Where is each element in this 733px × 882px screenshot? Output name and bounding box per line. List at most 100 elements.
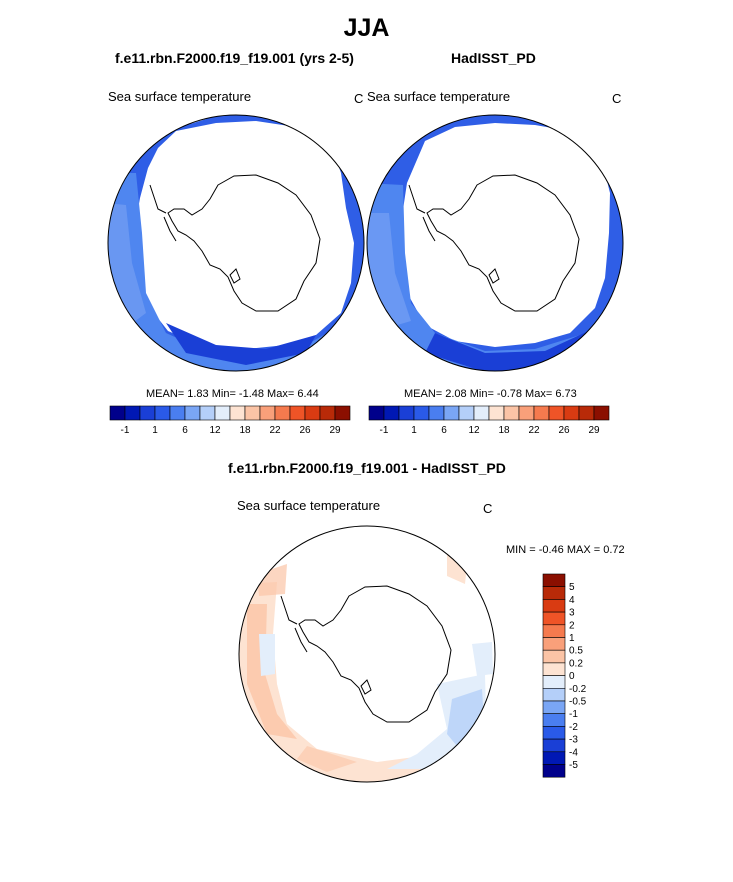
colorbar-swatch <box>169 405 186 421</box>
colorbar-swatch <box>229 405 246 421</box>
panel-2-units: C <box>612 91 622 106</box>
colorbar-swatch <box>334 405 351 421</box>
colorbar-tick-label: 0.2 <box>569 658 583 669</box>
colorbar-tick-label: -2 <box>569 722 578 733</box>
colorbar-panel-1: -1 1 6 12 18 22 26 29 <box>109 405 351 436</box>
colorbar-swatch <box>593 405 610 421</box>
colorbar-swatch <box>428 405 445 421</box>
panel-2-stats: MEAN= 2.08 Min= -0.78 Max= 6.73 <box>404 388 577 400</box>
colorbar-swatch <box>542 624 566 638</box>
antarctica-outline-2 <box>426 174 580 312</box>
colorbar-tick-label: -3 <box>569 735 578 746</box>
colorbar-swatch <box>458 405 475 421</box>
colorbar-swatch <box>578 405 595 421</box>
colorbar-swatch <box>289 405 306 421</box>
colorbar-swatch <box>383 405 400 421</box>
colorbar-swatch <box>473 405 490 421</box>
colorbar-tick-label: 6 <box>182 425 188 436</box>
colorbar-swatch <box>319 405 336 421</box>
colorbar-tick-label: -0.5 <box>569 697 587 708</box>
colorbar-swatch <box>542 586 566 600</box>
colorbar-tick-label: 12 <box>468 425 480 436</box>
colorbar-swatch <box>413 405 430 421</box>
colorbar-tick-label: 26 <box>558 425 570 436</box>
map-panel-2 <box>366 114 624 372</box>
colorbar-swatch <box>563 405 580 421</box>
colorbar-tick-label: -4 <box>569 747 578 758</box>
antarctica-outline-1 <box>167 174 321 312</box>
colorbar-swatch <box>533 405 550 421</box>
colorbar-swatch <box>542 726 566 740</box>
colorbar-swatch <box>244 405 261 421</box>
colorbar-swatch <box>542 738 566 753</box>
colorbar-swatch <box>184 405 201 421</box>
colorbar-swatch <box>542 764 566 778</box>
colorbar-tick-label: 18 <box>498 425 510 436</box>
colorbar-swatch <box>214 405 231 421</box>
colorbar-tick-label: 4 <box>569 595 575 606</box>
colorbar-swatch <box>488 405 505 421</box>
colorbar-difference: 5 4 32 1 0.50.2 0 -0.2 -0.5-1 -2 -3-4 -5 <box>542 573 587 778</box>
panel-2-case-title: HadISST_PD <box>451 50 536 66</box>
colorbar-tick-label: -1 <box>121 425 130 436</box>
difference-title: f.e11.rbn.F2000.f19_f19.001 - HadISST_PD <box>228 460 506 476</box>
colorbar-swatch <box>443 405 460 421</box>
colorbar-tick-label: 12 <box>209 425 221 436</box>
panel-1-variable-label: Sea surface temperature <box>108 89 252 104</box>
colorbar-swatch <box>518 405 535 421</box>
colorbar-swatch <box>542 611 566 626</box>
colorbar-swatch <box>542 637 566 651</box>
colorbar-tick-label: -5 <box>569 760 578 771</box>
colorbar-tick-label: -1 <box>380 425 389 436</box>
colorbar-swatch <box>542 573 566 587</box>
colorbar-swatch <box>542 713 566 727</box>
colorbar-tick-label: -0.2 <box>569 684 587 695</box>
colorbar-swatch <box>503 405 520 421</box>
colorbar-tick-label: 29 <box>329 425 341 436</box>
colorbar-swatch <box>259 405 276 421</box>
panel-1-stats: MEAN= 1.83 Min= -1.48 Max= 6.44 <box>146 388 319 400</box>
panel-1-case-title: f.e11.rbn.F2000.f19_f19.001 (yrs 2-5) <box>115 50 354 66</box>
colorbar-tick-label: 18 <box>239 425 251 436</box>
colorbar-swatch <box>154 405 171 421</box>
map-difference <box>238 525 496 783</box>
colorbar-swatch <box>304 405 321 421</box>
colorbar-swatch <box>398 405 415 421</box>
colorbar-swatch <box>109 405 126 421</box>
colorbar-tick-label: 26 <box>299 425 311 436</box>
colorbar-panel-2: -1 1 6 12 18 22 26 29 <box>368 405 610 436</box>
colorbar-tick-label: 2 <box>569 620 575 631</box>
colorbar-swatch <box>274 405 291 421</box>
colorbar-swatch <box>542 599 566 613</box>
difference-stats: MIN = -0.46 MAX = 0.72 <box>506 544 625 556</box>
colorbar-swatch <box>542 662 566 676</box>
colorbar-tick-label: -1 <box>569 709 578 720</box>
map-panel-1 <box>107 114 365 372</box>
colorbar-tick-label: 6 <box>441 425 447 436</box>
colorbar-swatch <box>124 405 141 421</box>
colorbar-tick-label: 1 <box>569 633 575 644</box>
colorbar-tick-label: 29 <box>588 425 600 436</box>
colorbar-swatch <box>542 649 566 664</box>
colorbar-swatch <box>199 405 216 421</box>
colorbar-tick-label: 22 <box>269 425 281 436</box>
colorbar-swatch <box>139 405 156 421</box>
colorbar-tick-label: 3 <box>569 608 575 619</box>
colorbar-tick-label: 1 <box>411 425 417 436</box>
colorbar-tick-label: 5 <box>569 582 575 593</box>
colorbar-swatch <box>548 405 565 421</box>
difference-units: C <box>483 501 493 516</box>
panel-1-units: C <box>354 91 364 106</box>
colorbar-swatch <box>542 675 566 689</box>
panel-2-variable-label: Sea surface temperature <box>367 89 511 104</box>
difference-variable-label: Sea surface temperature <box>237 498 381 513</box>
colorbar-tick-label: 0 <box>569 671 575 682</box>
colorbar-swatch <box>542 688 566 702</box>
page-title: JJA <box>343 14 390 42</box>
antarctica-outline-diff <box>298 585 452 723</box>
colorbar-swatch <box>542 700 566 714</box>
colorbar-swatch <box>368 405 385 421</box>
colorbar-tick-label: 1 <box>152 425 158 436</box>
colorbar-swatch <box>542 751 566 765</box>
colorbar-tick-label: 22 <box>528 425 540 436</box>
